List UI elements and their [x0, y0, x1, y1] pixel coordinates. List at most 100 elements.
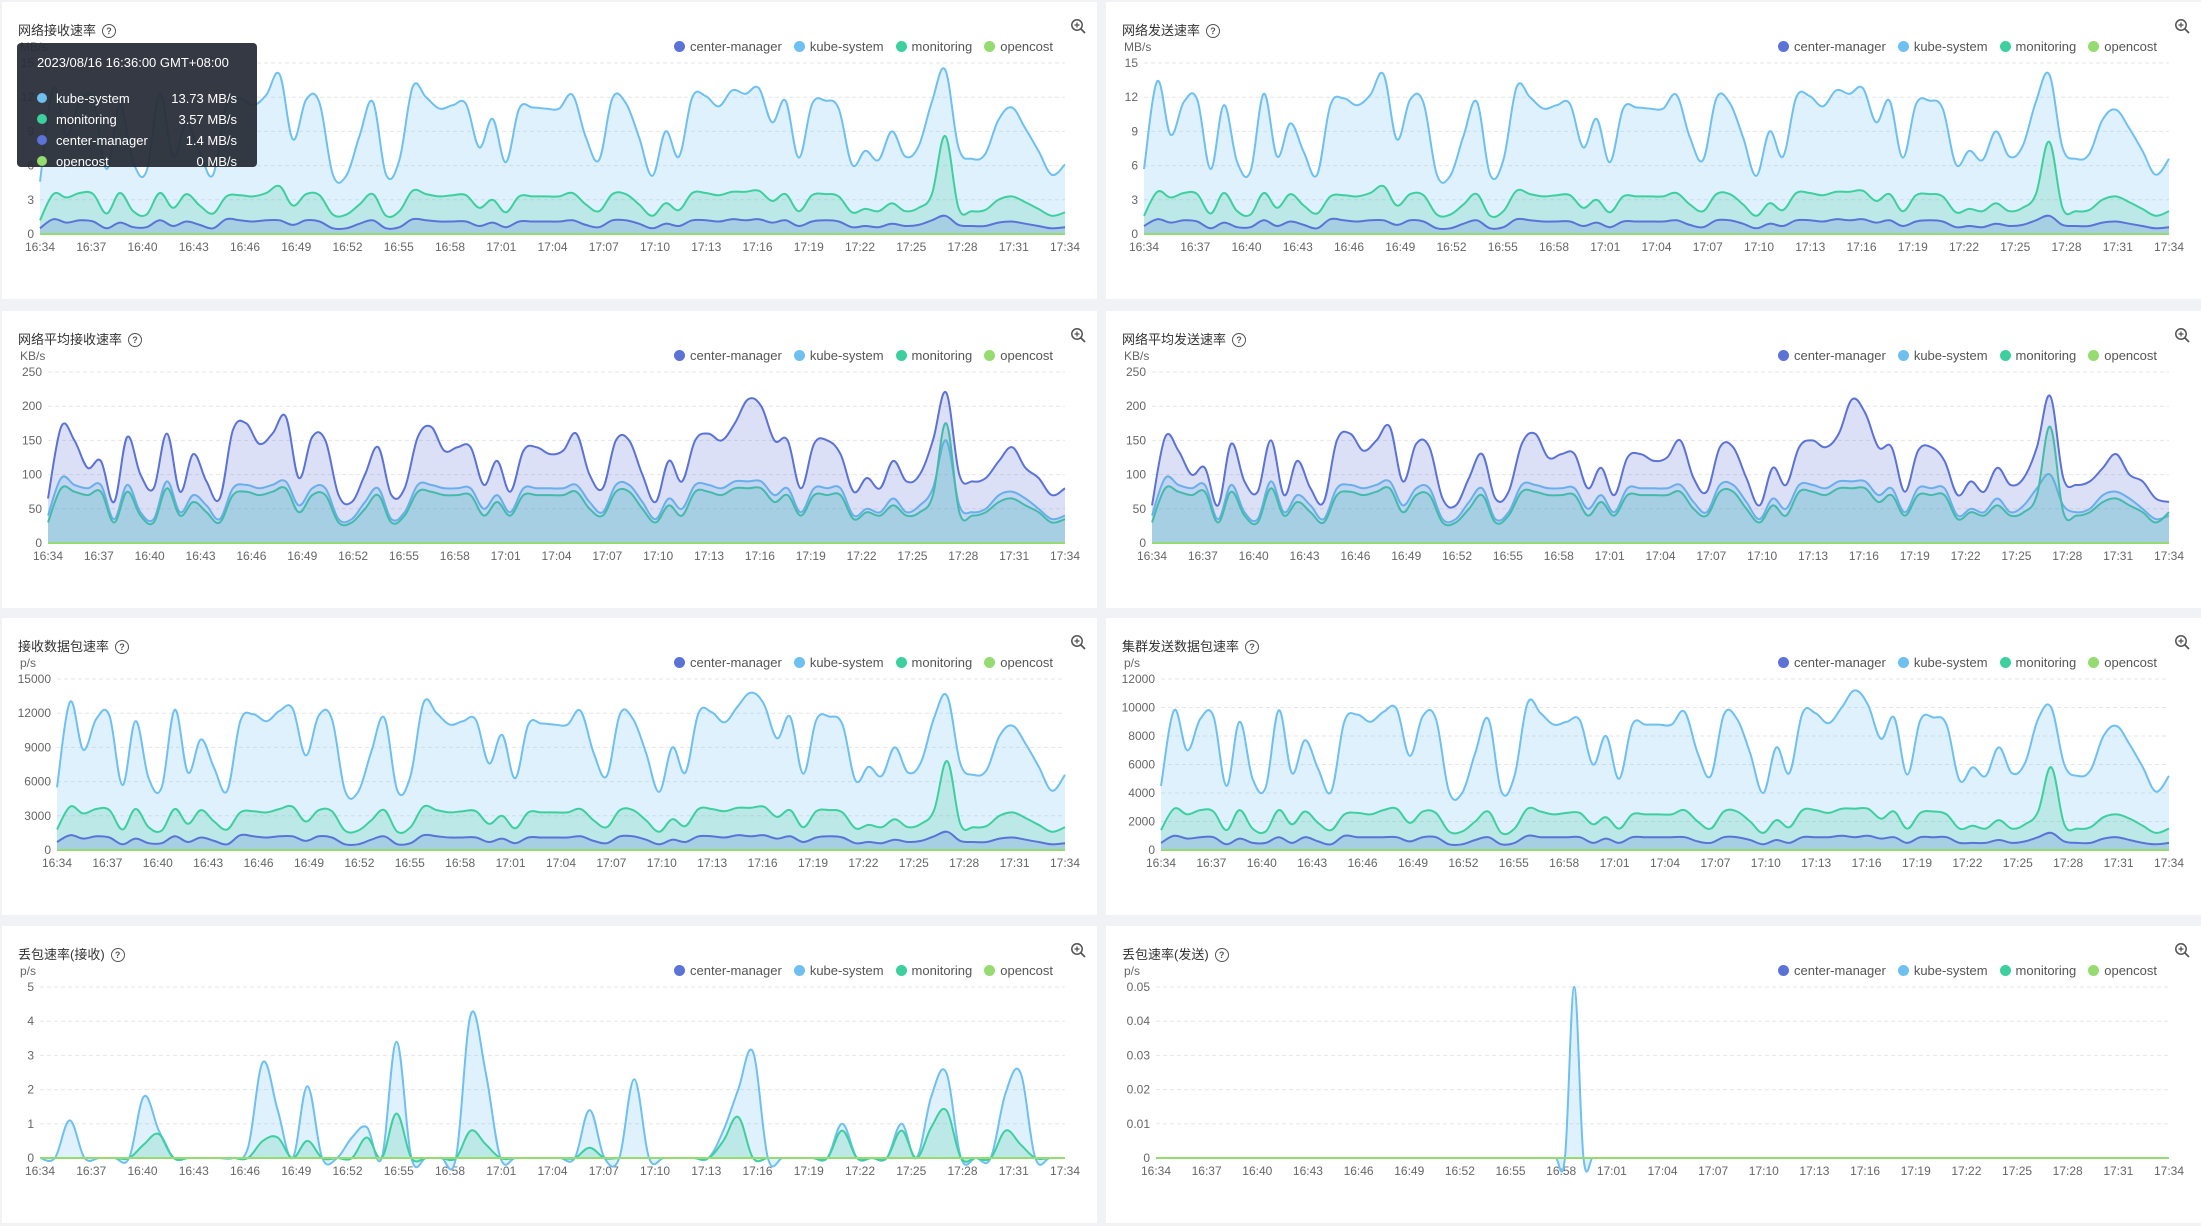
legend-item[interactable]: monitoring [895, 963, 972, 978]
chart-legend: center-manager kube-system monitoring openc… [1766, 963, 2157, 978]
legend-item[interactable]: center-manager [1778, 963, 1886, 978]
help-icon[interactable]: ? [102, 24, 117, 38]
legend-item[interactable]: opencost [984, 348, 1053, 363]
zoom-icon[interactable] [2174, 18, 2191, 35]
legend-item[interactable]: monitoring [895, 655, 972, 670]
zoom-icon[interactable] [1070, 327, 1087, 344]
zoom-icon[interactable] [1070, 942, 1087, 959]
legend-item[interactable]: opencost [984, 39, 1053, 54]
x-tick-label: 17:34 [2154, 1164, 2184, 1178]
series-line-kube-system [47, 439, 1066, 524]
legend-item[interactable]: kube-system [793, 655, 884, 670]
x-tick-label: 17:28 [947, 240, 977, 254]
x-tick-label: 17:19 [1901, 1164, 1931, 1178]
legend-item[interactable]: monitoring [895, 39, 972, 54]
legend-item[interactable]: opencost [2088, 348, 2157, 363]
legend-item[interactable]: opencost [984, 963, 1053, 978]
zoom-icon[interactable] [2174, 327, 2191, 344]
x-tick-label: 16:37 [76, 1164, 106, 1178]
x-tick-label: 17:07 [1693, 240, 1723, 254]
legend-item[interactable]: opencost [2088, 963, 2157, 978]
legend-item[interactable]: center-manager [674, 39, 782, 54]
chart-title-text: 网络接收速率 [18, 23, 97, 38]
help-icon[interactable]: ? [1232, 333, 1247, 347]
x-tick-label: 17:13 [691, 240, 721, 254]
legend-item[interactable]: center-manager [1778, 348, 1886, 363]
legend-item[interactable]: kube-system [793, 348, 884, 363]
x-tick-label: 17:34 [2154, 549, 2184, 563]
help-icon[interactable]: ? [128, 333, 143, 347]
legend-item[interactable]: kube-system [1897, 963, 1988, 978]
y-tick-label: 10000 [1122, 701, 1156, 715]
legend-item[interactable]: center-manager [674, 963, 782, 978]
tooltip-series-value: 0 MB/s [196, 153, 237, 169]
legend-item[interactable]: monitoring [1999, 348, 2076, 363]
series-line-monitoring [1151, 425, 2170, 527]
zoom-icon[interactable] [1070, 634, 1087, 651]
y-tick-label: 5 [27, 980, 34, 994]
x-tick-label: 17:04 [537, 240, 567, 254]
y-tick-label: 150 [22, 433, 42, 447]
help-icon[interactable]: ? [1206, 24, 1221, 38]
legend-item[interactable]: center-manager [1778, 39, 1886, 54]
legend-label: center-manager [1794, 655, 1886, 670]
x-tick-label: 17:16 [742, 1164, 772, 1178]
x-tick-label: 17:10 [1744, 240, 1774, 254]
legend-item[interactable]: monitoring [895, 348, 972, 363]
legend-item[interactable]: kube-system [793, 963, 884, 978]
zoom-icon[interactable] [2174, 942, 2191, 959]
legend-item[interactable]: center-manager [1778, 655, 1886, 670]
x-tick-label: 17:25 [897, 549, 927, 563]
help-icon[interactable]: ? [115, 640, 130, 654]
x-tick-label: 17:01 [486, 240, 516, 254]
help-icon[interactable]: ? [110, 948, 125, 962]
x-tick-label: 17:31 [999, 240, 1029, 254]
chart-legend: center-manager kube-system monitoring openc… [662, 963, 1053, 978]
x-tick-label: 16:43 [179, 1164, 209, 1178]
legend-item[interactable]: monitoring [1999, 963, 2076, 978]
y-tick-label: 0.03 [1127, 1048, 1151, 1062]
x-tick-label: 17:01 [1600, 856, 1630, 870]
legend-dot [674, 41, 686, 52]
x-tick-label: 17:19 [798, 856, 828, 870]
legend-item[interactable]: kube-system [1897, 39, 1988, 54]
x-tick-label: 17:16 [748, 856, 778, 870]
legend-item[interactable]: kube-system [1897, 655, 1988, 670]
legend-item[interactable]: kube-system [793, 39, 884, 54]
zoom-icon[interactable] [1070, 18, 1087, 35]
legend-item[interactable]: monitoring [1999, 39, 2076, 54]
chart-svg: p/s 0 2000 4000 6000 8000 10000 12000 16:34 16:37… [1122, 656, 2185, 870]
zoom-icon[interactable] [2174, 634, 2191, 651]
tooltip-row: kube-system 13.73 MB/s [37, 89, 237, 107]
legend-label: kube-system [809, 655, 884, 670]
legend-dot [1778, 350, 1790, 361]
legend-item[interactable]: center-manager [674, 348, 782, 363]
chart-legend: center-manager kube-system monitoring openc… [1766, 348, 2157, 363]
series-area-kube-system [40, 68, 1065, 234]
x-tick-label: 16:49 [294, 856, 324, 870]
legend-item[interactable]: opencost [2088, 39, 2157, 54]
x-tick-label: 17:16 [1850, 1164, 1880, 1178]
x-tick-label: 17:22 [848, 856, 878, 870]
legend-item[interactable]: opencost [2088, 655, 2157, 670]
chart-panel-packets-receive: 接收数据包速率? center-manager kube-system monitor… [2, 618, 1097, 915]
x-tick-label: 17:16 [1846, 240, 1876, 254]
x-tick-label: 17:31 [2103, 240, 2133, 254]
x-tick-label: 16:46 [1348, 856, 1378, 870]
help-icon[interactable]: ? [1214, 948, 1229, 962]
legend-item[interactable]: center-manager [674, 655, 782, 670]
legend-item[interactable]: kube-system [1897, 348, 1988, 363]
x-tick-label: 17:01 [1590, 240, 1620, 254]
y-tick-label: 9 [1131, 124, 1138, 138]
x-tick-label: 17:28 [948, 549, 978, 563]
x-tick-label: 16:46 [230, 240, 260, 254]
help-icon[interactable]: ? [1245, 640, 1260, 654]
x-tick-label: 16:49 [281, 1164, 311, 1178]
legend-item[interactable]: monitoring [1999, 655, 2076, 670]
legend-item[interactable]: opencost [984, 655, 1053, 670]
x-tick-label: 16:46 [1340, 549, 1370, 563]
y-tick-label: 3000 [24, 809, 51, 823]
tooltip-row: monitoring 3.57 MB/s [37, 110, 237, 128]
y-tick-label: 15 [1125, 56, 1139, 70]
legend-label: kube-system [1913, 963, 1988, 978]
